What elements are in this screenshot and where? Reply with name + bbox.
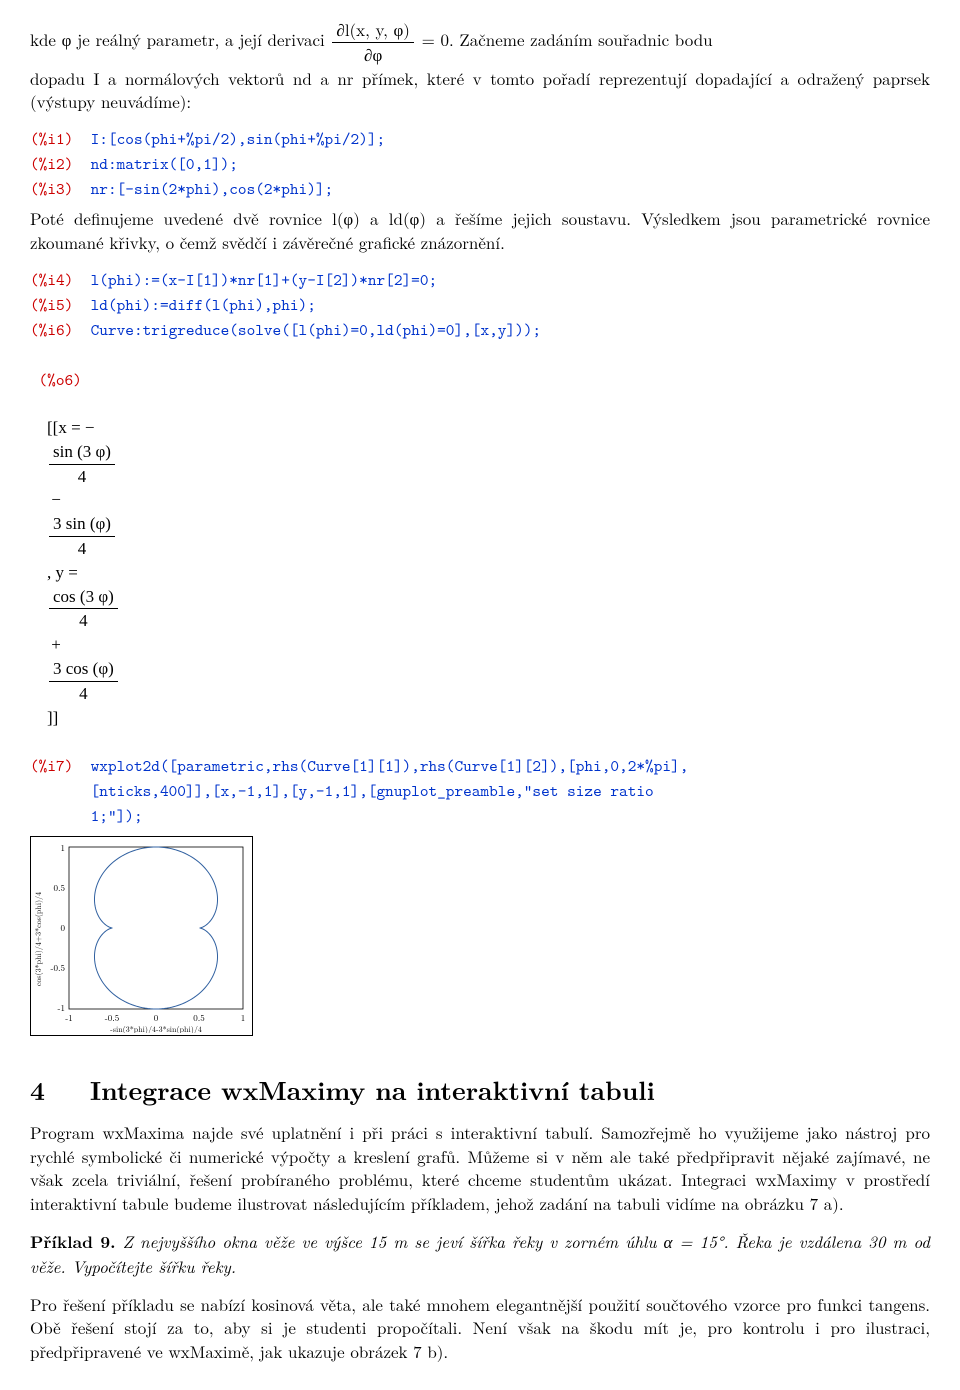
eq-zero: = 0. Začneme zadáním souřadnic bodu — [422, 27, 713, 51]
section-heading: 4 Integrace wxMaximy na interaktivní tab… — [30, 1072, 930, 1108]
svg-text:1: 1 — [60, 841, 65, 854]
parametric-plot: cos(3*phi)/4+3*cos(phi)/4 1 0.5 0 -0.5 -… — [30, 836, 253, 1036]
nephroid-curve — [94, 847, 217, 1009]
output-o6: (%o6) [[x = − sin (3 φ)4 − 3 sin (φ)4 , … — [30, 344, 930, 753]
svg-text:-1: -1 — [58, 1001, 66, 1014]
deriv-num: ∂l(x, y, φ) — [332, 18, 413, 43]
deriv-fraction: ∂l(x, y, φ) ∂φ — [332, 18, 413, 67]
svg-text:1: 1 — [241, 1011, 246, 1024]
o6-expr: [[x = − sin (3 φ)4 − 3 sin (φ)4 , y = co… — [30, 418, 120, 750]
section-para-2: Pro řešení příkladu se nabízí kosinová v… — [30, 1293, 930, 1364]
input-label: (%i4) — [30, 269, 91, 291]
input-code: ld(phi):=diff(l(phi),phi); — [91, 294, 316, 316]
plot-svg: cos(3*phi)/4+3*cos(phi)/4 1 0.5 0 -0.5 -… — [33, 839, 250, 1033]
input-code: nr:[-sin(2*phi),cos(2*phi)]; — [91, 178, 334, 200]
svg-text:-0.5: -0.5 — [51, 961, 66, 974]
intro-text-1: kde φ je reálný parametr, a její derivac… — [30, 27, 330, 51]
plot-ylabel: cos(3*phi)/4+3*cos(phi)/4 — [33, 892, 44, 986]
input-label: (%i7) — [30, 755, 91, 777]
svg-text:0.5: 0.5 — [193, 1011, 205, 1024]
input-code: 1;"]); — [91, 805, 143, 827]
example-label: Příklad 9. — [30, 1230, 116, 1254]
input-code: wxplot2d([parametric,rhs(Curve[1][1]),rh… — [91, 755, 689, 777]
intro-para: kde φ je reálný parametr, a její derivac… — [30, 18, 930, 114]
svg-text:0: 0 — [60, 921, 65, 934]
svg-text:-1: -1 — [65, 1011, 73, 1024]
code-block-3: (%i7) wxplot2d([parametric,rhs(Curve[1][… — [30, 755, 930, 828]
input-code: l(phi):=(x-I[1])*nr[1]+(y-I[2])*nr[2]=0; — [91, 269, 438, 291]
output-label: (%o6) — [39, 369, 100, 391]
code-block-2: (%i4) l(phi):=(x-I[1])*nr[1]+(y-I[2])*nr… — [30, 269, 930, 342]
code-block-1: (%i1) I:[cos(phi+%pi/2),sin(phi+%pi/2)];… — [30, 128, 930, 201]
input-label: (%i6) — [30, 319, 91, 341]
input-label: (%i3) — [30, 178, 91, 200]
input-label: (%i2) — [30, 153, 91, 175]
plot-xlabel: -sin(3*phi)/4-3*sin(phi)/4 — [110, 1024, 202, 1033]
intro-text-2: dopadu I a normálových vektorů nd a nr p… — [30, 66, 930, 114]
deriv-den: ∂φ — [332, 43, 413, 67]
example-text: Z nejvyššího okna věže ve výšce 15 m se … — [30, 1229, 930, 1278]
mid-para: Poté definujeme uvedené dvě rovnice l(φ)… — [30, 207, 930, 255]
svg-text:0.5: 0.5 — [53, 881, 65, 894]
input-code: [nticks,400]],[x,-1,1],[y,-1,1],[gnuplot… — [91, 780, 654, 802]
input-code: Curve:trigreduce(solve([l(phi)=0,ld(phi)… — [91, 319, 541, 341]
example-9: Příklad 9. Z nejvyššího okna věže ve výš… — [30, 1230, 930, 1279]
section-num: 4 — [30, 1071, 45, 1108]
input-code: I:[cos(phi+%pi/2),sin(phi+%pi/2)]; — [91, 128, 386, 150]
svg-text:-0.5: -0.5 — [105, 1011, 120, 1024]
input-code: nd:matrix([0,1]); — [91, 153, 238, 175]
input-label: (%i5) — [30, 294, 91, 316]
section-title: Integrace wxMaximy na interaktivní tabul… — [90, 1071, 655, 1108]
input-label: (%i1) — [30, 128, 91, 150]
svg-text:0: 0 — [154, 1011, 159, 1024]
section-para-1: Program wxMaxima najde své uplatnění i p… — [30, 1121, 930, 1216]
